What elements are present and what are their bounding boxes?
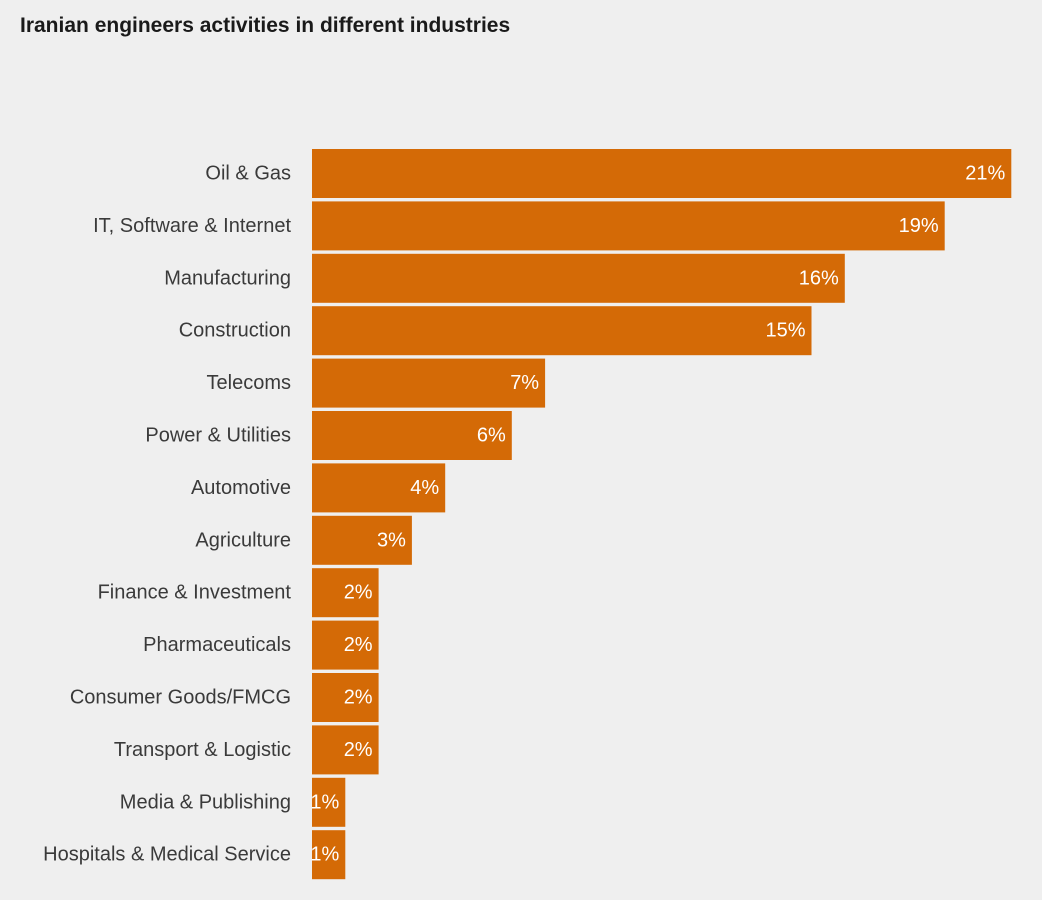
bar: [312, 568, 379, 618]
category-label: Media & Publishing: [120, 791, 291, 813]
value-label: 2%: [344, 739, 373, 761]
category-label: Power & Utilities: [145, 425, 291, 447]
bar: [312, 725, 379, 775]
value-label: 16%: [799, 267, 839, 289]
bar: [312, 411, 512, 460]
value-label: 2%: [344, 687, 373, 709]
category-label: Automotive: [191, 477, 291, 499]
bar: [312, 673, 379, 722]
value-label: 1%: [310, 844, 339, 866]
category-label: Manufacturing: [164, 267, 291, 289]
value-label: 21%: [965, 163, 1005, 185]
value-labels-layer: 21% 19% 16% 15% 7% 6% 4% 3% 2% 2% 2% 2% 1% 1%: [310, 163, 1005, 866]
category-labels-layer: Oil & Gas IT, Software & Internet Manufact…: [43, 163, 291, 866]
value-label: 7%: [510, 372, 539, 394]
category-label: Agriculture: [195, 529, 291, 551]
category-label: Telecoms: [207, 372, 291, 394]
value-label: 2%: [344, 634, 373, 656]
value-label: 4%: [410, 477, 439, 499]
bar: [312, 515, 412, 565]
value-label: 3%: [377, 529, 406, 551]
bar: [312, 149, 1012, 198]
category-label: Pharmaceuticals: [143, 634, 291, 656]
category-label: Finance & Investment: [98, 582, 292, 604]
chart-title: Iranian engineers activities in differen…: [20, 14, 511, 37]
bar: [312, 463, 446, 513]
value-label: 19%: [899, 215, 939, 237]
bar: [312, 253, 845, 303]
bar: [312, 620, 379, 670]
category-label: IT, Software & Internet: [93, 215, 291, 237]
value-label: 2%: [344, 582, 373, 604]
value-label: 15%: [765, 320, 805, 342]
value-label: 6%: [477, 425, 506, 447]
category-label: Transport & Logistic: [114, 739, 291, 761]
bar: [312, 777, 346, 827]
category-label: Oil & Gas: [205, 163, 291, 185]
category-label: Consumer Goods/FMCG: [70, 687, 291, 709]
bar: [312, 306, 812, 356]
category-label: Construction: [179, 320, 291, 342]
value-label: 1%: [310, 791, 339, 813]
bars-layer: [312, 149, 1012, 880]
category-label: Hospitals & Medical Service: [43, 844, 291, 866]
bar: [312, 830, 346, 880]
bar: [312, 201, 945, 251]
bar: [312, 358, 546, 408]
